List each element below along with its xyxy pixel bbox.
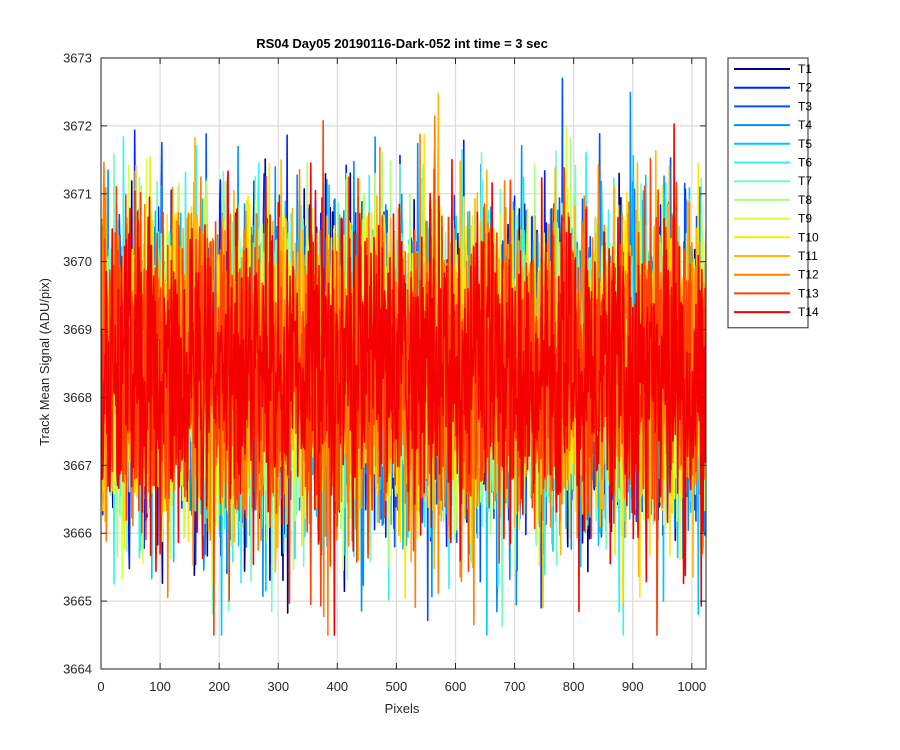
- legend-item-t3: T3: [734, 99, 812, 113]
- x-tick-label: 600: [445, 679, 467, 694]
- legend-label: T11: [798, 249, 818, 263]
- legend-item-t4: T4: [734, 118, 812, 132]
- series-lines: [101, 77, 706, 636]
- legend-item-t8: T8: [734, 193, 812, 207]
- legend-label: T12: [798, 268, 819, 282]
- y-tick-label: 3666: [63, 526, 92, 541]
- y-tick-label: 3669: [63, 322, 92, 337]
- legend-label: T7: [798, 174, 812, 188]
- x-tick-label: 400: [326, 679, 348, 694]
- legend-item-t10: T10: [734, 230, 819, 244]
- legend-label: T8: [798, 193, 812, 207]
- y-tick-label: 3668: [63, 390, 92, 405]
- legend-item-t1: T1: [734, 62, 812, 76]
- legend-item-t11: T11: [734, 249, 818, 263]
- legend-item-t13: T13: [734, 286, 819, 300]
- x-tick-label: 100: [149, 679, 171, 694]
- legend: T1 T2 T3 T4 T5 T6 T7 T8 T9 T10 T11 T12 T13 T14: [727, 57, 819, 329]
- legend-label: T3: [798, 99, 812, 113]
- plot-area: 0 100 200 300 400 500 600 700 800 900 1000 3664366…: [63, 51, 707, 694]
- legend-label: T2: [798, 81, 812, 95]
- series-line-t13: [101, 119, 706, 636]
- legend-item-t9: T9: [734, 212, 812, 226]
- legend-label: T9: [798, 212, 812, 226]
- y-tick-label: 3672: [63, 118, 92, 133]
- y-tick-label: 3670: [63, 254, 92, 269]
- x-tick-label: 1000: [677, 679, 706, 694]
- y-tick-label: 3671: [63, 186, 92, 201]
- y-axis-ticks: 3664 3665 3666 3667 3668 3669 3670 3671 3672 3673: [63, 51, 706, 677]
- legend-label: T4: [798, 118, 812, 132]
- legend-label: T6: [798, 156, 812, 170]
- y-tick-label: 3665: [63, 594, 92, 609]
- y-tick-label: 3673: [63, 51, 92, 66]
- y-tick-label: 3667: [63, 458, 92, 473]
- legend-label: T14: [798, 305, 819, 319]
- legend-item-t5: T5: [734, 137, 812, 151]
- legend-entries: T1 T2 T3 T4 T5 T6 T7 T8 T9 T10 T11 T12 T13 T14: [734, 62, 819, 319]
- x-tick-label: 500: [386, 679, 408, 694]
- legend-item-t12: T12: [734, 268, 819, 282]
- chart-title: RS04 Day05 20190116-Dark-052 int time = …: [256, 36, 548, 51]
- legend-box: [727, 57, 809, 329]
- legend-label: T5: [798, 137, 812, 151]
- legend-label: T1: [798, 62, 812, 76]
- x-tick-label: 900: [622, 679, 644, 694]
- axes-box: [100, 57, 707, 670]
- legend-item-t6: T6: [734, 156, 812, 170]
- series-line-t14: [101, 123, 706, 636]
- x-tick-label: 0: [97, 679, 104, 694]
- legend-item-t2: T2: [734, 81, 812, 95]
- x-axis-label: Pixels: [385, 701, 420, 716]
- legend-label: T10: [798, 230, 819, 244]
- legend-label: T13: [798, 286, 819, 300]
- x-tick-label: 700: [504, 679, 526, 694]
- x-tick-label: 200: [208, 679, 230, 694]
- x-axis-ticks: 0 100 200 300 400 500 600 700 800 900 1000: [97, 58, 706, 694]
- x-tick-label: 800: [563, 679, 585, 694]
- x-tick-label: 300: [267, 679, 289, 694]
- y-axis-label: Track Mean Signal (ADU/pix): [37, 278, 52, 446]
- y-tick-label: 3664: [63, 662, 92, 677]
- legend-item-t14: T14: [734, 305, 819, 319]
- legend-item-t7: T7: [734, 174, 812, 188]
